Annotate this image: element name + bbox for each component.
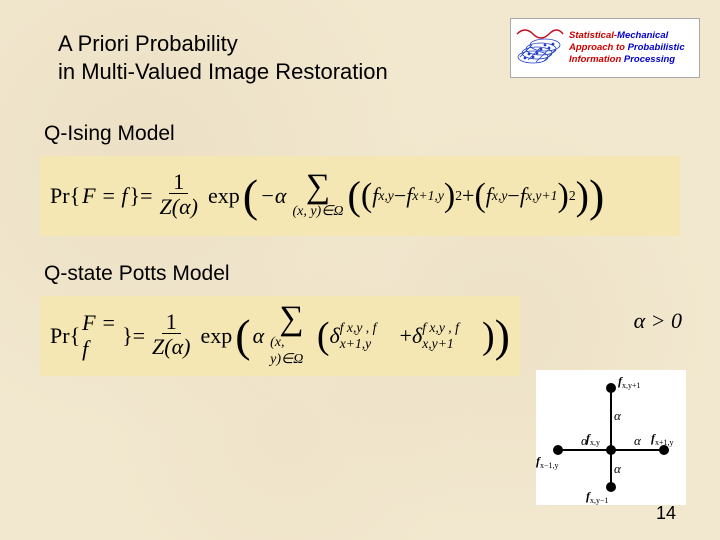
title-line-1: A Priori Probability [58,30,388,58]
alpha-condition: α > 0 [634,308,682,334]
project-logo: Statistical-Mechanical Approach to Proba… [510,18,700,78]
svg-text:fx,y−1: fx,y−1 [586,489,609,505]
svg-text:fx+1,y: fx+1,y [651,431,674,447]
title-line-2: in Multi-Valued Image Restoration [58,58,388,86]
edge-label: α [634,433,642,448]
slide-title: A Priori Probability in Multi-Valued Ima… [58,30,388,85]
section-label-potts: Q-state Potts Model [44,262,230,286]
page-number: 14 [656,503,676,524]
sum-icon: ∑ (x, y)∈Ω [270,304,313,368]
lattice-diagram: α α α α fx,y+1 fx,y fx+1,y fx−1,y fx,y−1 [536,370,686,505]
formula-potts: Pr { F = f } = 1 Z(α) exp ( α ∑ (x, y)∈Ω… [40,296,520,376]
fraction: 1 Z(α) [156,171,202,220]
edge-label: α [614,408,622,423]
svg-text:fx,y: fx,y [586,431,600,447]
svg-text:fx,y+1: fx,y+1 [618,374,641,390]
formula-qising: Pr { F = f } = 1 Z(α) exp ( −α ∑ (x, y)∈… [40,156,680,236]
logo-graphic-icon [515,24,565,72]
logo-text: Statistical-Mechanical Approach to Proba… [569,30,685,66]
fraction: 1 Z(α) [148,311,194,360]
section-label-qising: Q-Ising Model [44,122,175,146]
edge-label: α [614,461,622,476]
svg-text:fx−1,y: fx−1,y [536,454,559,470]
sum-icon: ∑ (x, y)∈Ω [292,172,343,220]
